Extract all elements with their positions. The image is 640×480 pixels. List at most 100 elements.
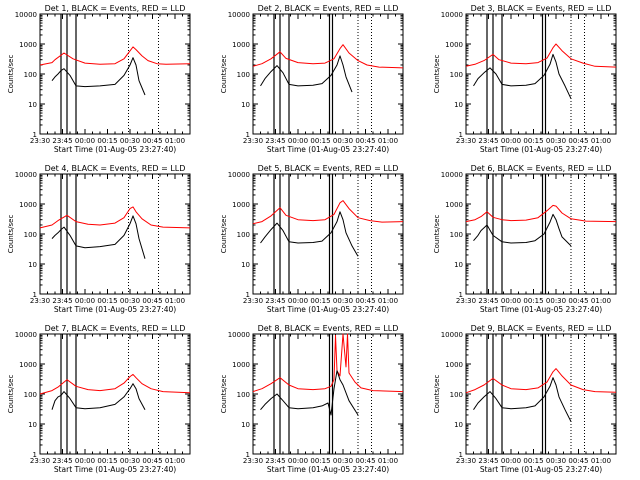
x-tick-label: 01:00: [591, 297, 611, 305]
x-tick-label: 00:30: [333, 297, 353, 305]
plot-frame: [39, 173, 191, 295]
y-tick-label: 1: [246, 291, 250, 299]
x-tick-label: 00:15: [523, 457, 543, 465]
series-line-lld: [465, 43, 617, 68]
detector-panel-6: Det 6, BLACK = Events, RED = LLD 1 10 100 10…: [433, 164, 617, 314]
y-tick-label: 1000: [445, 361, 463, 369]
y-tick-label: 1000: [19, 361, 37, 369]
plot-frame: [252, 333, 404, 455]
series-line-lld: [39, 373, 191, 395]
y-tick-label: 1: [33, 131, 37, 139]
y-tick-label: 100: [450, 231, 463, 239]
y-tick-label: 1: [246, 131, 250, 139]
x-tick-label: 01:00: [378, 137, 398, 145]
detector-panel-7: Det 7, BLACK = Events, RED = LLD 1 10 100 10…: [7, 324, 191, 474]
y-tick-label: 100: [450, 391, 463, 399]
x-tick-label: 23:30: [456, 297, 476, 305]
y-tick-label: 10: [454, 101, 463, 109]
y-tick-label: 10000: [228, 11, 250, 19]
plot-frame: [465, 173, 617, 295]
x-tick-label: 23:45: [52, 137, 72, 145]
x-tick-label: 23:45: [478, 457, 498, 465]
y-tick-label: 100: [237, 71, 250, 79]
plot-frame: [465, 13, 617, 135]
series-line-lld: [465, 368, 617, 394]
plot-frame: [465, 333, 617, 455]
x-axis-title: Start Time (01-Aug-05 23:27:40): [54, 145, 176, 154]
x-tick-label: 00:45: [142, 137, 162, 145]
detector-panel-3: Det 3, BLACK = Events, RED = LLD 1 10 100 10…: [433, 4, 617, 154]
x-tick-label: 00:30: [546, 137, 566, 145]
series-line-lld: [39, 46, 191, 66]
x-tick-label: 00:15: [310, 137, 330, 145]
y-tick-label: 10: [28, 421, 37, 429]
x-tick-label: 23:30: [456, 457, 476, 465]
series-line-lld: [465, 204, 617, 223]
x-tick-label: 00:30: [546, 297, 566, 305]
y-axis-title: Counts/sec: [220, 55, 228, 94]
panel-title: Det 6, BLACK = Events, RED = LLD: [471, 164, 612, 173]
series-line-events: [260, 370, 359, 416]
x-tick-label: 00:45: [142, 457, 162, 465]
panel-title: Det 4, BLACK = Events, RED = LLD: [45, 164, 186, 173]
y-tick-label: 10000: [441, 171, 463, 179]
series-line-events: [473, 377, 572, 422]
x-axis-title: Start Time (01-Aug-05 23:27:40): [54, 305, 176, 314]
x-tick-label: 00:00: [75, 457, 95, 465]
x-tick-label: 00:00: [501, 457, 521, 465]
x-tick-label: 00:00: [288, 457, 308, 465]
panel-title: Det 5, BLACK = Events, RED = LLD: [258, 164, 399, 173]
series-line-lld: [252, 333, 404, 393]
x-axis-title: Start Time (01-Aug-05 23:27:40): [267, 465, 389, 474]
x-tick-label: 00:00: [501, 137, 521, 145]
series-line-lld: [252, 44, 404, 69]
panel-title: Det 2, BLACK = Events, RED = LLD: [258, 4, 399, 13]
series-line-lld: [39, 206, 191, 229]
detector-panel-1: Det 1, BLACK = Events, RED = LLD 1 10 100 10…: [7, 4, 191, 154]
x-tick-label: 00:00: [75, 137, 95, 145]
y-tick-label: 10000: [15, 331, 37, 339]
y-tick-label: 1: [459, 131, 463, 139]
x-tick-label: 00:15: [97, 137, 117, 145]
panel-title: Det 9, BLACK = Events, RED = LLD: [471, 324, 612, 333]
y-tick-label: 10: [454, 261, 463, 269]
x-axis-title: Start Time (01-Aug-05 23:27:40): [267, 305, 389, 314]
x-tick-label: 23:30: [243, 457, 263, 465]
y-tick-label: 1000: [19, 41, 37, 49]
y-tick-label: 1: [246, 451, 250, 459]
x-tick-label: 00:45: [568, 457, 588, 465]
y-tick-label: 10000: [228, 171, 250, 179]
plot-frame: [39, 13, 191, 135]
y-tick-label: 1000: [232, 361, 250, 369]
x-tick-label: 00:45: [568, 297, 588, 305]
detector-panel-8: Det 8, BLACK = Events, RED = LLD 1 10 100 10…: [220, 324, 404, 474]
x-tick-label: 23:45: [265, 137, 285, 145]
panel-title: Det 8, BLACK = Events, RED = LLD: [258, 324, 399, 333]
x-tick-label: 00:15: [310, 457, 330, 465]
x-tick-label: 00:30: [333, 137, 353, 145]
x-tick-label: 00:15: [523, 297, 543, 305]
y-tick-label: 10000: [228, 331, 250, 339]
y-axis-title: Counts/sec: [433, 55, 441, 94]
x-tick-label: 00:15: [310, 297, 330, 305]
y-tick-label: 1000: [232, 41, 250, 49]
x-tick-label: 00:45: [568, 137, 588, 145]
y-tick-label: 100: [450, 71, 463, 79]
y-tick-label: 10000: [441, 331, 463, 339]
detector-panel-4: Det 4, BLACK = Events, RED = LLD 1 10 100 10…: [7, 164, 191, 314]
series-line-events: [260, 55, 353, 93]
series-line-events: [473, 213, 572, 247]
x-tick-label: 00:00: [288, 297, 308, 305]
detector-panel-9: Det 9, BLACK = Events, RED = LLD 1 10 100 10…: [433, 324, 617, 474]
y-axis-title: Counts/sec: [7, 215, 15, 254]
x-tick-label: 00:45: [142, 297, 162, 305]
series-line-events: [51, 57, 146, 96]
x-tick-label: 00:30: [120, 457, 140, 465]
x-tick-label: 00:45: [355, 297, 375, 305]
x-tick-label: 23:30: [456, 137, 476, 145]
x-axis-title: Start Time (01-Aug-05 23:27:40): [480, 305, 602, 314]
x-tick-label: 01:00: [165, 137, 185, 145]
y-tick-label: 10: [28, 101, 37, 109]
x-axis-title: Start Time (01-Aug-05 23:27:40): [267, 145, 389, 154]
series-line-events: [473, 53, 572, 99]
